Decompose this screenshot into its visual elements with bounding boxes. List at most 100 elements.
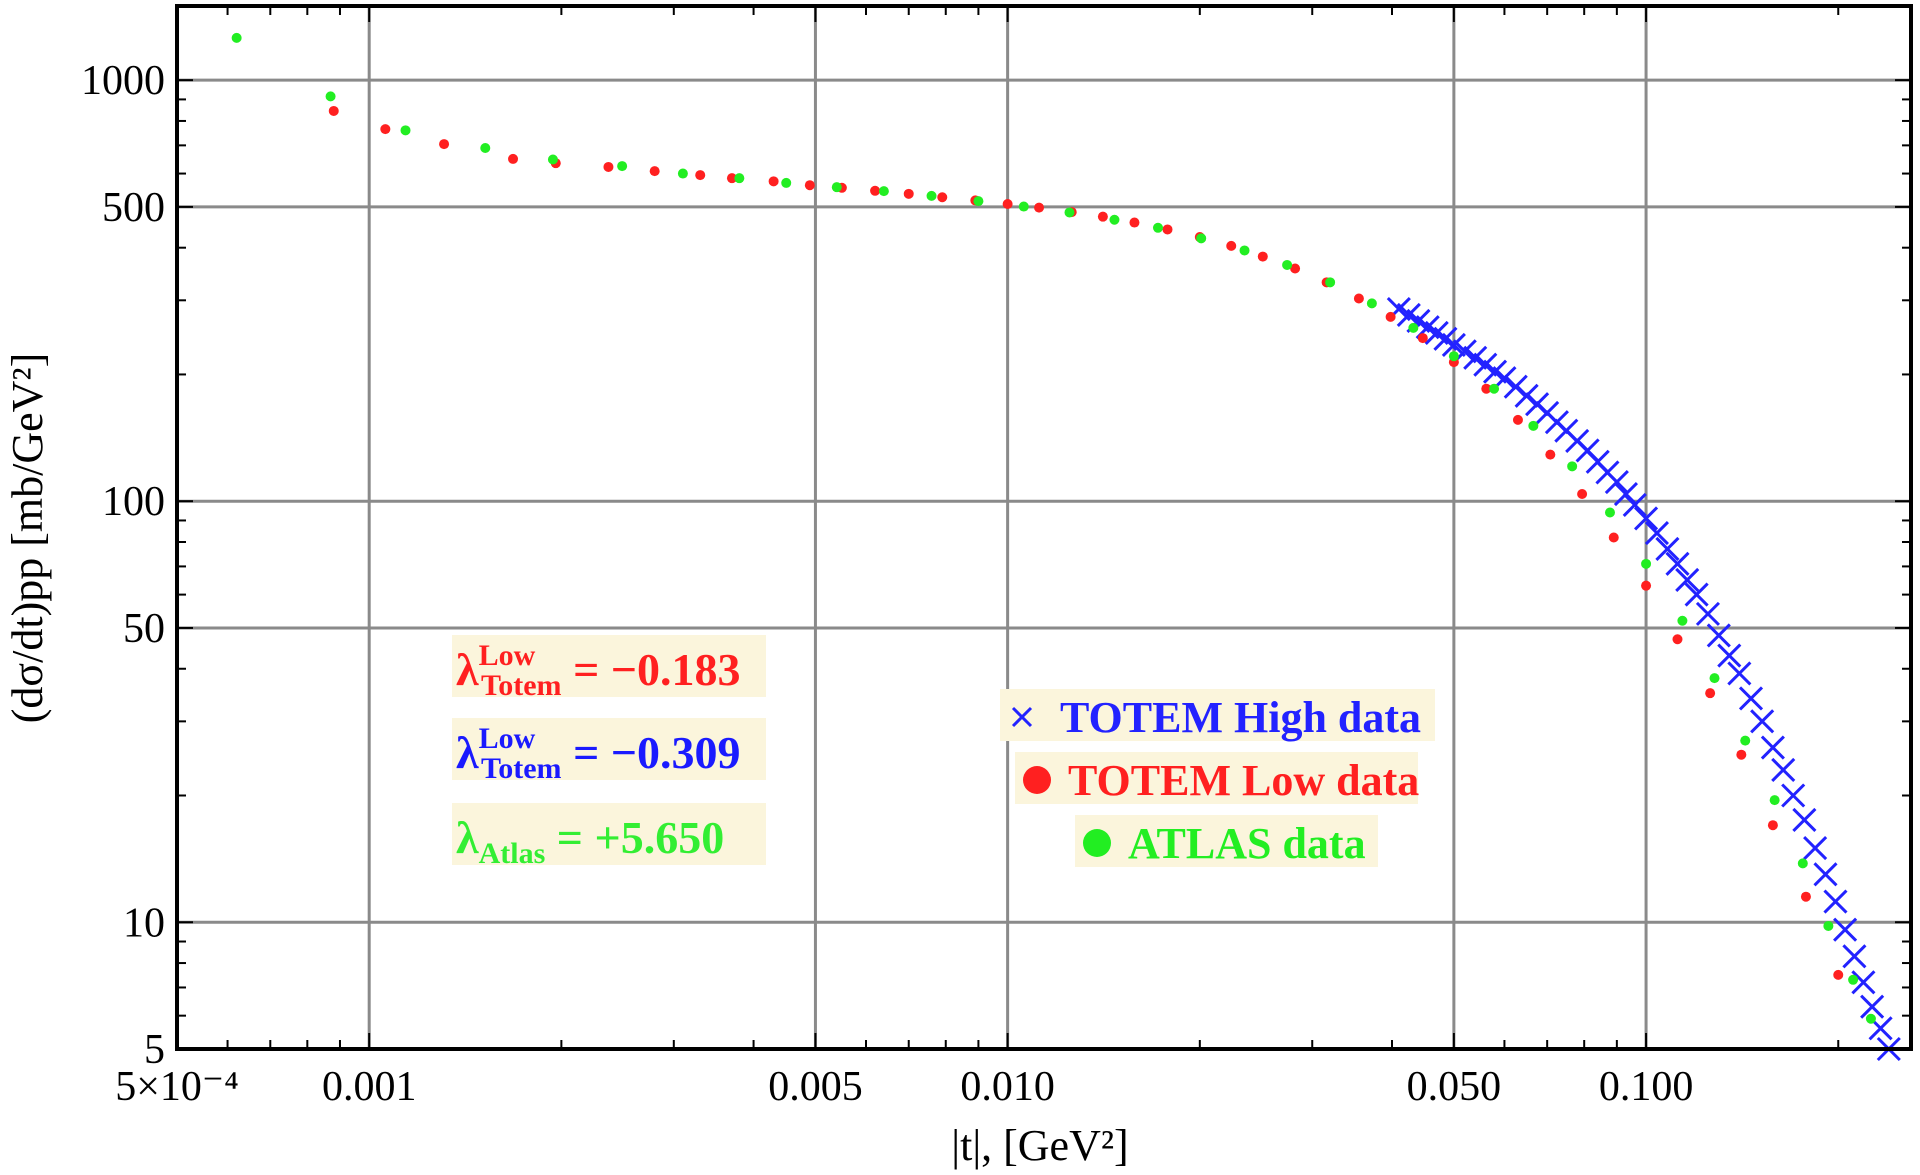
high-data-point [1463, 345, 1488, 370]
low-data-point [1767, 820, 1778, 831]
high-data-point [1833, 917, 1858, 942]
y-tick-label: 10 [123, 900, 165, 946]
low-data-point [328, 105, 339, 116]
high-data-point [1750, 709, 1775, 734]
low-data-point [1034, 202, 1045, 213]
atlas-data-point [1408, 322, 1419, 333]
x-tick-label: 0.010 [960, 1064, 1055, 1110]
low-data-point [1545, 449, 1556, 460]
high-data-point [1473, 352, 1498, 377]
low-data-point [603, 161, 614, 172]
atlas-data-point [617, 161, 628, 172]
lambda-symbol: λ [456, 727, 479, 778]
high-data-point [1842, 944, 1867, 969]
low-data-point [1736, 749, 1747, 760]
low-data-point [1097, 211, 1108, 222]
lambda-annotation: λAtlas = +5.650 [456, 812, 724, 870]
legend-circle-marker [1083, 829, 1111, 857]
x-tick-label: 0.005 [768, 1064, 863, 1110]
low-data-point [439, 139, 450, 150]
low-data-point [1129, 217, 1140, 228]
atlas-data-point [1848, 974, 1859, 985]
lambda-subscript: Atlas [479, 837, 546, 870]
y-tick-label: 50 [123, 606, 165, 652]
legend: TOTEM High data TOTEM Low data ATLAS data [1000, 689, 1435, 868]
atlas-data-point [231, 32, 242, 43]
high-data-point [1655, 536, 1680, 562]
high-data-point [1738, 686, 1764, 711]
low-data-point [903, 188, 914, 199]
low-data-point [804, 180, 815, 191]
atlas-data-point [1325, 277, 1336, 288]
tick-labels: 5×10⁻⁴ 0.001 0.005 0.010 0.050 0.100 5 10 50 100 5… [81, 58, 1693, 1110]
y-axis-label: (dσ/dt)pp [mb/GeV²] [3, 353, 52, 724]
low-data-point [1257, 251, 1268, 262]
high-data-point [1441, 332, 1466, 358]
low-data-point [768, 176, 779, 187]
x-tick-label: 5×10⁻⁴ [115, 1064, 239, 1110]
x-tick-label: 0.050 [1407, 1064, 1502, 1110]
high-data-point [1695, 601, 1720, 626]
x-tick-label: 0.001 [322, 1064, 417, 1110]
lambda-subscript: Totem [481, 669, 562, 702]
low-data-point [1705, 688, 1716, 699]
atlas-data-point [878, 186, 889, 197]
y-tick-label: 5 [144, 1027, 165, 1073]
lambda-superscript: Low [479, 722, 536, 755]
lambda-symbol: λ [456, 812, 479, 863]
high-data-point [1792, 807, 1817, 832]
atlas-data-point [1641, 558, 1652, 569]
atlas-data-point [1769, 795, 1780, 806]
low-data-point [695, 170, 706, 181]
atlas-data-point [400, 125, 411, 136]
high-data-point [1665, 551, 1690, 576]
atlas-data-point [926, 190, 937, 201]
lambda-value: = −0.309 [562, 727, 741, 778]
high-data-point [1644, 521, 1670, 546]
low-data-point [937, 192, 948, 203]
high-data-point [1760, 735, 1785, 760]
atlas-data-point [973, 196, 984, 207]
atlas-data-point [1823, 920, 1834, 931]
low-data-point [380, 124, 391, 135]
atlas-data-point [1239, 245, 1250, 256]
low-data-point [1417, 333, 1428, 344]
high-data-point [1727, 661, 1752, 686]
high-data-point [1851, 970, 1876, 995]
atlas-data-point [1677, 615, 1688, 626]
atlas-data-point [1489, 383, 1500, 394]
lambda-annotation-background [452, 635, 766, 697]
atlas-data-point [1282, 259, 1293, 270]
lambda-value: = −0.183 [562, 644, 741, 695]
atlas-data-point [1797, 858, 1808, 869]
atlas-data-point [1064, 207, 1075, 218]
low-data-point [1577, 489, 1588, 500]
low-data-point [1800, 891, 1811, 902]
low-data-point [870, 185, 881, 196]
atlas-data-point [1018, 201, 1029, 212]
plot-frame [175, 4, 1913, 1051]
lambda-superscript: Low [479, 639, 536, 672]
atlas-data-point [1366, 298, 1377, 309]
y-tick-label: 100 [102, 479, 165, 525]
high-data-point [1823, 889, 1848, 914]
lambda-value: = +5.650 [545, 812, 724, 863]
high-data-point [1803, 836, 1828, 861]
low-data-point [1162, 224, 1173, 235]
low-data-point [1353, 293, 1364, 304]
atlas-data-point [734, 173, 745, 184]
low-data-point [1512, 414, 1523, 425]
series-atlas-data [231, 32, 1876, 1024]
legend-circle-marker [1023, 766, 1051, 794]
low-data-point [1290, 263, 1301, 274]
low-data-point [1672, 634, 1683, 645]
atlas-data-point [1709, 673, 1720, 684]
legend-entry-label: TOTEM High data [1060, 693, 1421, 742]
atlas-data-point [1604, 507, 1615, 518]
legend-cross-marker [1011, 706, 1033, 728]
atlas-data-point [1567, 461, 1578, 472]
x-axis-label: |t|, [GeV²] [951, 1121, 1128, 1170]
lambda-annotation: λLow Totem = −0.309 [456, 722, 741, 785]
